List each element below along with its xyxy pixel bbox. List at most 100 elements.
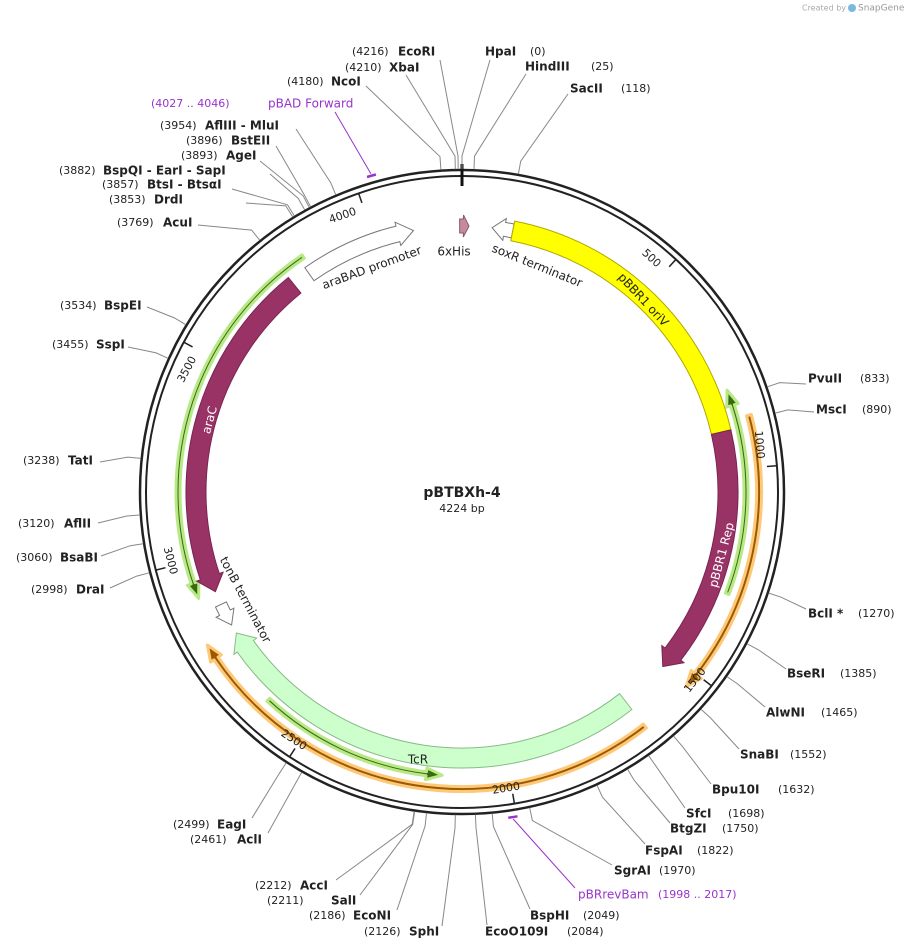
enzyme-position: (3238) xyxy=(23,454,60,467)
enzyme-name: HpaI xyxy=(485,45,516,59)
enzyme-name: AgeI xyxy=(226,149,256,163)
leader-line xyxy=(245,202,294,218)
enzyme-name: SnaBI xyxy=(740,748,779,762)
feature-arrow xyxy=(510,220,732,435)
leader-line xyxy=(648,755,686,809)
leader-line xyxy=(441,814,456,927)
enzyme-position: (3455) xyxy=(52,338,89,351)
enzyme-position: (4180) xyxy=(287,75,324,88)
enzyme-position: (2461) xyxy=(190,833,227,846)
enzyme-name: BtsI - BtsαI xyxy=(147,178,222,192)
enzyme-position: (3896) xyxy=(186,134,223,147)
enzyme-name: EagI xyxy=(217,818,246,832)
enzyme-name: EcoRI xyxy=(398,45,435,59)
primer-name: pBRrevBam xyxy=(578,888,649,902)
enzyme-position: (2499) xyxy=(173,818,210,831)
enzyme-name: DraI xyxy=(76,583,104,597)
enzyme-position: (3534) xyxy=(60,299,97,312)
watermark-brand: SnapGene xyxy=(858,4,905,14)
enzyme-position: (118) xyxy=(621,82,651,95)
enzyme-position: (0) xyxy=(530,45,546,58)
enzyme-name: MscI xyxy=(816,403,847,417)
leader-line xyxy=(109,572,150,589)
leader-line xyxy=(97,514,140,524)
orf-arc xyxy=(684,413,763,689)
ruler-tick xyxy=(155,566,166,571)
enzyme-name: SgrAI xyxy=(614,864,651,878)
enzyme-name: EcoO109I xyxy=(485,925,548,939)
enzyme-position: (1465) xyxy=(821,706,858,719)
feature-label: tonB terminator xyxy=(217,554,274,645)
enzyme-name: TatI xyxy=(68,454,93,468)
enzyme-position: (3120) xyxy=(18,517,55,530)
leader-line xyxy=(461,59,491,169)
feature-label: TcR xyxy=(407,753,428,767)
feature-label: pBBR1 oriV xyxy=(615,270,672,330)
primer-leader xyxy=(512,818,576,889)
leader-line xyxy=(359,811,416,896)
ruler-label: 500 xyxy=(639,246,663,270)
enzyme-position: (890) xyxy=(862,403,892,416)
leader-line xyxy=(251,762,287,819)
ruler-tick xyxy=(288,748,296,758)
enzyme-name: AclI xyxy=(237,833,262,847)
plasmid-name: pBTBXh-4 xyxy=(423,485,500,501)
primer-mark xyxy=(366,173,377,179)
enzyme-position: (2211) xyxy=(267,894,304,907)
ruler-tick xyxy=(183,341,193,348)
leader-line xyxy=(127,346,169,359)
enzyme-name: BseRI xyxy=(787,667,825,681)
enzyme-name: BspEI xyxy=(104,299,142,313)
enzyme-name: AlwNI xyxy=(766,706,805,720)
feature-arrow xyxy=(491,217,515,242)
enzyme-position: (2212) xyxy=(255,879,292,892)
enzyme-name: AcuI xyxy=(163,216,192,230)
enzyme-name: FspAI xyxy=(645,844,683,858)
enzyme-name: SphI xyxy=(409,925,439,939)
ruler-label: 3000 xyxy=(161,545,181,575)
leader-line xyxy=(726,676,766,708)
feature-arrow xyxy=(304,221,415,282)
leader-line xyxy=(491,813,531,910)
leader-line xyxy=(627,769,671,824)
leader-line xyxy=(295,128,337,195)
enzyme-position: (3882) xyxy=(59,164,96,177)
leader-line xyxy=(775,409,815,414)
enzyme-position: (1822) xyxy=(697,844,734,857)
leader-line xyxy=(99,456,141,463)
enzyme-position: (3060) xyxy=(16,551,53,564)
feature-arrow xyxy=(233,632,633,769)
leader-line xyxy=(439,59,459,170)
enzyme-name: BstEII xyxy=(231,134,270,148)
enzyme-position: (4210) xyxy=(345,61,382,74)
feature-label: 6xHis xyxy=(437,245,470,259)
enzyme-position: (2998) xyxy=(31,583,68,596)
leader-line xyxy=(596,785,646,845)
leader-line xyxy=(746,643,787,670)
leader-line xyxy=(405,74,456,170)
leader-line xyxy=(517,93,569,175)
feature-arrow xyxy=(185,276,302,593)
enzyme-name: AflIII - MluI xyxy=(205,119,279,133)
green-arc xyxy=(174,253,306,600)
enzyme-position: (833) xyxy=(860,372,890,385)
leader-line xyxy=(767,382,807,388)
ruler-label: 2000 xyxy=(491,779,521,796)
enzyme-position: (3954) xyxy=(160,119,197,132)
enzyme-position: (2084) xyxy=(567,925,604,938)
enzyme-name: PvuII xyxy=(808,372,842,386)
enzyme-name: EcoNI xyxy=(353,909,391,923)
leader-line xyxy=(269,173,306,211)
leader-line xyxy=(100,543,144,557)
primer-mark xyxy=(508,815,518,819)
ruler-tick xyxy=(668,258,677,268)
enzyme-name: NcoI xyxy=(331,75,361,89)
ruler-tick xyxy=(766,464,777,468)
leader-line xyxy=(275,145,312,207)
orf-arc xyxy=(205,643,648,793)
leader-line xyxy=(700,708,740,750)
enzyme-position: (25) xyxy=(591,60,614,73)
